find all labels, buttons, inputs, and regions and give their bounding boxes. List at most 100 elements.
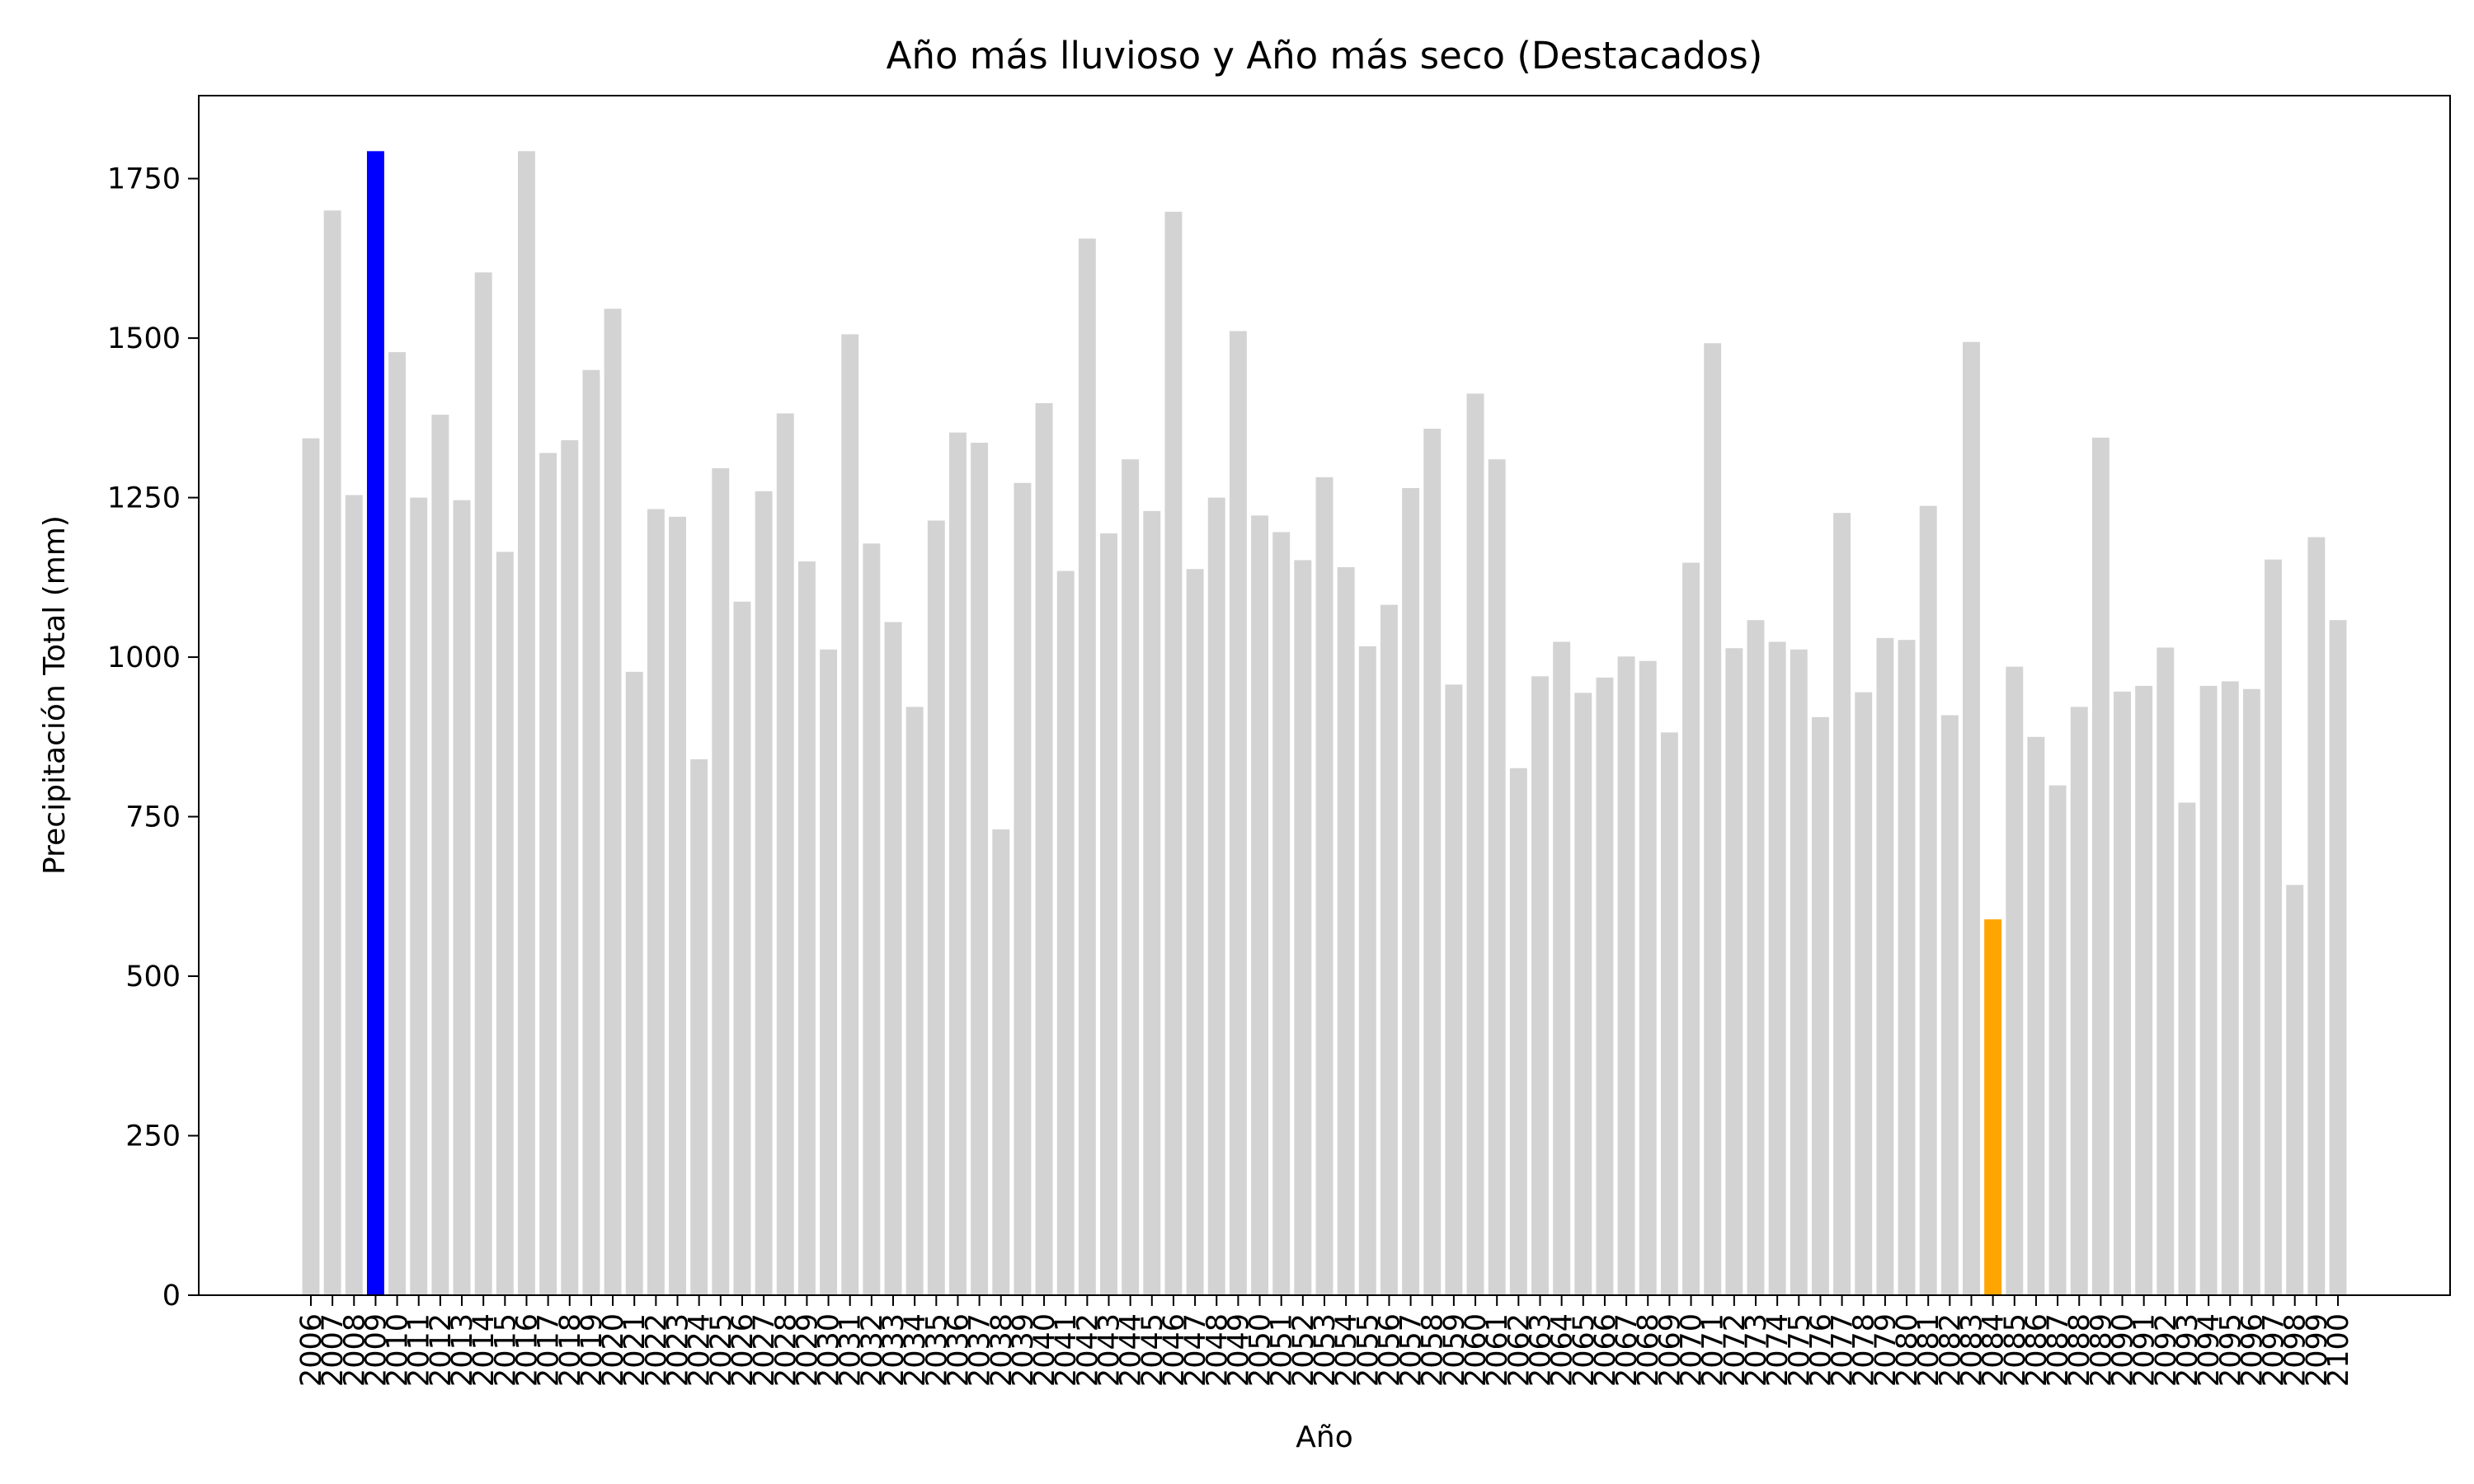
x-tick-label: 2056 [1373, 1313, 1406, 1387]
x-tick-label: 2017 [533, 1313, 566, 1387]
bar-2080 [1898, 640, 1916, 1295]
bar-2032 [863, 543, 881, 1295]
x-tick-label: 2048 [1201, 1313, 1234, 1387]
bar-driest-2084 [1984, 919, 2002, 1295]
x-tick-label: 2020 [597, 1313, 630, 1387]
x-tick-label: 2021 [618, 1313, 651, 1387]
x-tick-label: 2041 [1050, 1313, 1083, 1387]
x-axis: 2006200720082009201020112012201320142015… [295, 1295, 2355, 1387]
bar-2044 [1122, 459, 1140, 1295]
x-tick-label: 2065 [1568, 1313, 1601, 1387]
x-tick-label: 2025 [705, 1313, 738, 1387]
bar-2071 [1704, 343, 1722, 1295]
x-tick-label: 2092 [2150, 1313, 2183, 1387]
x-tick-label: 2029 [791, 1313, 824, 1387]
x-tick-label: 2088 [2063, 1313, 2096, 1387]
y-axis-label: Precipitación Total (mm) [38, 515, 72, 875]
bar-2033 [884, 622, 902, 1295]
x-tick-label: 2074 [1761, 1313, 1794, 1387]
x-tick-label: 2015 [489, 1313, 522, 1387]
bar-2050 [1251, 515, 1269, 1295]
bar-2026 [733, 601, 751, 1295]
bar-2018 [561, 439, 579, 1295]
x-tick-label: 2019 [576, 1313, 609, 1387]
bar-2082 [1940, 715, 1959, 1295]
bar-2022 [647, 509, 665, 1295]
x-tick-label: 2095 [2214, 1313, 2247, 1387]
x-tick-label: 2023 [662, 1313, 695, 1387]
bar-2043 [1100, 533, 1117, 1295]
bar-2093 [2178, 802, 2196, 1295]
x-tick-label: 2071 [1697, 1313, 1730, 1387]
bar-2035 [927, 520, 945, 1295]
bar-wettest-2009 [366, 151, 384, 1296]
bar-2034 [905, 707, 924, 1295]
bar-2010 [388, 352, 407, 1296]
x-tick-label: 2094 [2193, 1313, 2226, 1387]
bar-2020 [604, 308, 622, 1296]
bar-2013 [453, 500, 471, 1295]
x-tick-label: 2083 [1955, 1313, 1988, 1387]
bar-2006 [302, 438, 320, 1295]
bar-2015 [496, 552, 514, 1295]
x-tick-label: 2100 [2322, 1313, 2355, 1387]
x-tick-label: 2035 [920, 1313, 953, 1387]
bar-2078 [1855, 692, 1873, 1295]
bar-2090 [2114, 691, 2131, 1295]
bar-2075 [1790, 649, 1808, 1295]
bar-2052 [1294, 560, 1312, 1295]
x-tick-label: 2077 [1827, 1313, 1860, 1387]
x-tick-label: 2031 [835, 1313, 868, 1387]
bar-2065 [1574, 693, 1592, 1295]
bar-2028 [776, 413, 794, 1296]
bar-2030 [820, 649, 838, 1295]
x-tick-label: 2058 [1417, 1313, 1450, 1387]
y-tick-label: 750 [125, 801, 181, 834]
bar-2073 [1747, 620, 1765, 1295]
x-tick-label: 2049 [1222, 1313, 1255, 1387]
bar-2059 [1445, 684, 1463, 1295]
x-tick-label: 2080 [1891, 1313, 1924, 1387]
bar-2063 [1531, 676, 1549, 1295]
bar-2076 [1811, 716, 1829, 1295]
x-tick-label: 2024 [684, 1313, 717, 1387]
x-tick-label: 2086 [2020, 1313, 2053, 1387]
bar-2087 [2048, 785, 2067, 1295]
bar-2011 [410, 497, 428, 1295]
x-tick-label: 2078 [1848, 1313, 1881, 1387]
y-tick-label: 1500 [107, 322, 181, 355]
x-tick-label: 2040 [1028, 1313, 1061, 1387]
x-tick-label: 2051 [1266, 1313, 1299, 1387]
bar-2081 [1919, 505, 1937, 1295]
y-tick-label: 1250 [107, 482, 181, 515]
x-tick-label: 2057 [1395, 1313, 1428, 1387]
x-tick-label: 2081 [1912, 1313, 1945, 1387]
bar-2036 [949, 432, 967, 1295]
x-axis-label: Año [1296, 1421, 1352, 1454]
x-tick-label: 2087 [2042, 1313, 2075, 1387]
x-tick-label: 2093 [2171, 1313, 2204, 1387]
x-tick-label: 2061 [1481, 1313, 1514, 1387]
x-tick-label: 2009 [360, 1313, 393, 1387]
x-tick-label: 2059 [1438, 1313, 1471, 1387]
x-tick-label: 2066 [1589, 1313, 1622, 1387]
bar-2100 [2329, 620, 2347, 1295]
bar-2012 [431, 414, 449, 1296]
y-tick-label: 500 [125, 960, 181, 993]
x-tick-label: 2043 [1094, 1313, 1126, 1387]
x-tick-label: 2046 [1158, 1313, 1191, 1387]
bar-2062 [1509, 768, 1527, 1295]
bar-2019 [582, 369, 600, 1296]
x-tick-label: 2069 [1653, 1313, 1686, 1387]
bar-2021 [625, 671, 643, 1295]
x-tick-label: 2036 [942, 1313, 975, 1387]
bar-2046 [1164, 211, 1183, 1295]
bar-2060 [1466, 393, 1484, 1295]
bar-2074 [1768, 641, 1786, 1295]
bar-2027 [755, 491, 773, 1295]
x-tick-label: 2052 [1287, 1313, 1320, 1387]
bar-2017 [539, 453, 557, 1295]
x-tick-label: 2044 [1115, 1313, 1148, 1387]
bar-2038 [992, 829, 1010, 1295]
